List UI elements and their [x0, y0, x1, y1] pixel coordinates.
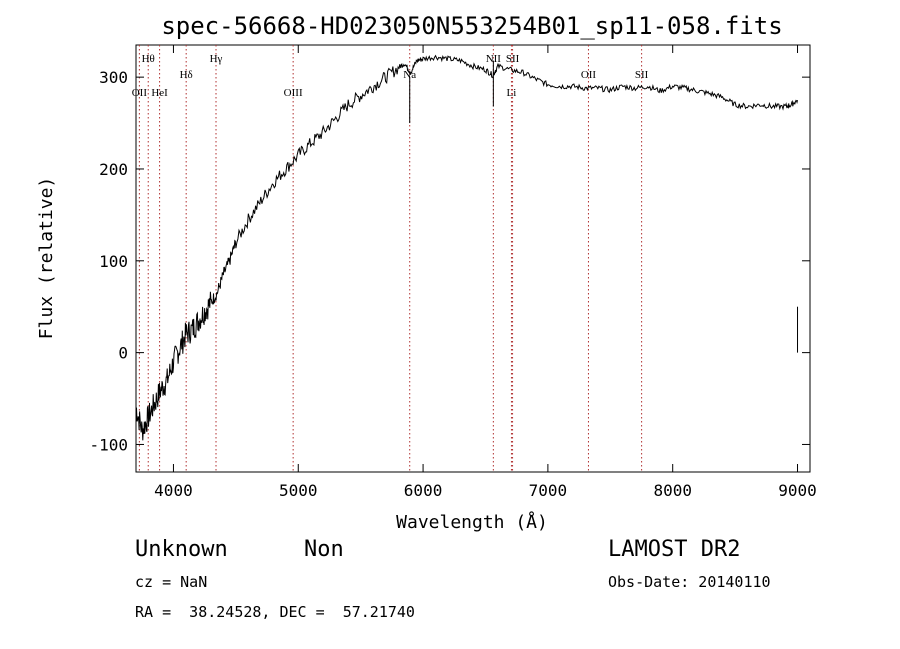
- emission-line-label: HeI: [151, 87, 168, 99]
- x-tick-label: 4000: [154, 481, 193, 500]
- redshift-value: cz = NaN: [135, 573, 208, 591]
- y-axis-label: Flux (relative): [36, 177, 57, 340]
- chart-title: spec-56668-HD023050N553254B01_sp11-058.f…: [161, 12, 782, 40]
- spectrum-series: [135, 54, 799, 441]
- emission-line-markers: OII Hθ HeI Hδ Hγ OIII Na NII Li SII OII SII: [132, 45, 649, 472]
- plot-frame: [135, 44, 811, 473]
- y-tick-label: 0: [118, 344, 128, 363]
- emission-line-label: SII: [506, 53, 520, 65]
- emission-line-label: Hθ: [142, 53, 155, 65]
- x-tick-label: 6000: [404, 481, 443, 500]
- emission-line-label: Hγ: [210, 53, 223, 65]
- spectral-class: Unknown: [135, 537, 228, 562]
- emission-line-label: NII: [486, 53, 502, 65]
- emission-line-label: OIII: [284, 87, 303, 99]
- x-tick-label: 7000: [529, 481, 568, 500]
- x-tick-label: 5000: [279, 481, 318, 500]
- emission-line-label: Li: [507, 87, 517, 99]
- emission-line-label: Na: [403, 69, 416, 81]
- y-tick-label: 300: [99, 68, 128, 87]
- x-tick-label: 8000: [653, 481, 692, 500]
- emission-line-label: OII: [581, 69, 597, 81]
- y-tick-label: -100: [89, 435, 128, 454]
- x-tick-label: 9000: [778, 481, 817, 500]
- x-axis-label: Wavelength (Å): [396, 511, 548, 533]
- y-tick-label: 200: [99, 160, 128, 179]
- emission-line-label: Hδ: [180, 69, 193, 81]
- spectral-subclass: Non: [304, 537, 344, 562]
- axis-ticks: 4000 5000 6000 7000 8000 9000 -100 0 100 200 300: [89, 45, 817, 500]
- y-tick-label: 100: [99, 252, 128, 271]
- emission-line-label: SII: [635, 69, 649, 81]
- survey-name: LAMOST DR2: [608, 537, 741, 562]
- observation-date: Obs-Date: 20140110: [608, 573, 771, 591]
- coordinates: RA = 38.24528, DEC = 57.21740: [135, 603, 415, 621]
- emission-line-label: OII: [132, 87, 148, 99]
- spectrum-line: [135, 54, 798, 441]
